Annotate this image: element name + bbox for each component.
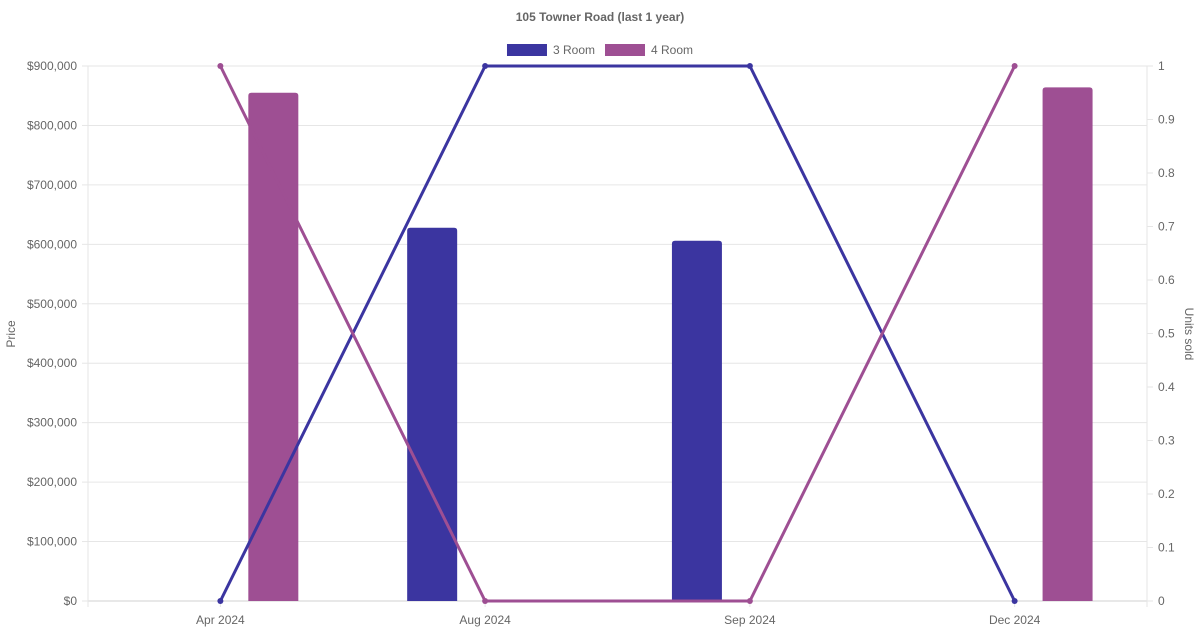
point-3-room [1011,598,1018,604]
x-tick-label: Apr 2024 [196,613,245,627]
left-tick-label: $200,000 [27,475,77,489]
point-4-room [1011,63,1018,69]
x-axis: Apr 2024 Aug 2024 Sep 2024 Dec 2024 [196,601,1041,627]
left-tick-label: $800,000 [27,118,77,132]
right-tick-label: 0 [1158,594,1165,608]
legend: 3 Room 4 Room [506,43,693,57]
left-tick-label: $500,000 [27,297,77,311]
right-tick-label: 1 [1158,59,1165,73]
point-3-room [217,598,224,604]
left-tick-label: $700,000 [27,178,77,192]
left-axis: $0 $100,000 $200,000 $300,000 $400,000 $500,0… [27,59,89,608]
line-3-room [219,64,1016,602]
legend-label-3-room: 3 Room [553,43,595,57]
grid [88,65,1147,602]
bar-3-room [407,227,458,601]
bar-4-room [1042,87,1093,601]
legend-swatch-4-room [605,44,645,56]
left-tick-label: $100,000 [27,535,77,549]
legend-swatch-3-room [506,44,547,56]
right-tick-label: 0.7 [1158,220,1175,234]
right-tick-label: 0.3 [1158,434,1175,448]
right-tick-label: 0.5 [1158,327,1175,341]
bar-4-room [248,92,299,601]
point-3-room [746,63,753,69]
left-tick-label: $0 [64,594,78,608]
lines [217,63,1018,604]
right-tick-label: 0.6 [1158,273,1175,287]
right-tick-label: 0.8 [1158,166,1175,180]
right-tick-label: 0.9 [1158,113,1175,127]
left-tick-label: $300,000 [27,416,77,430]
point-3-room [482,63,489,69]
right-tick-label: 0.4 [1158,380,1175,394]
left-axis-title: Price [4,320,18,348]
line-4-room [219,65,1016,603]
bar-3-room [671,240,722,601]
x-tick-label: Sep 2024 [724,613,776,627]
right-tick-label: 0.1 [1158,541,1175,555]
bars [248,87,1093,601]
right-tick-label: 0.2 [1158,487,1175,501]
left-tick-label: $400,000 [27,356,77,370]
legend-label-4-room: 4 Room [651,43,693,57]
right-axis: 0 0.1 0.2 0.3 0.4 0.5 0.6 0.7 0.8 0.9 1 [1146,59,1175,608]
point-4-room [482,598,489,604]
point-4-room [217,63,224,69]
chart-title: 105 Towner Road (last 1 year) [516,10,685,24]
point-4-room [746,598,753,604]
left-tick-label: $900,000 [27,59,77,73]
x-tick-label: Dec 2024 [989,613,1041,627]
x-tick-label: Aug 2024 [459,613,511,627]
right-axis-title: Units sold [1182,308,1196,361]
left-tick-label: $600,000 [27,237,77,251]
